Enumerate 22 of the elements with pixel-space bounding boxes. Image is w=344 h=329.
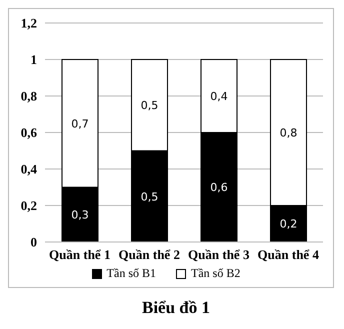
x-tick-label: Quần thể 3 xyxy=(188,247,250,262)
y-tick-label: 0 xyxy=(30,234,37,250)
y-tick-label: 1,2 xyxy=(20,16,37,31)
data-label: 0,5 xyxy=(140,190,158,204)
data-label: 0,3 xyxy=(71,208,89,222)
legend-label: Tần số B2 xyxy=(190,266,240,281)
data-label: 0,7 xyxy=(71,117,89,130)
legend-label: Tần số B1 xyxy=(106,266,156,281)
x-tick-label: Quần thể 4 xyxy=(258,247,320,262)
y-tick-label: 0,4 xyxy=(20,162,38,177)
data-label: 0,2 xyxy=(280,218,298,231)
y-tick-label: 0,2 xyxy=(20,198,37,214)
data-label: 0,5 xyxy=(140,99,158,112)
data-label: 0,4 xyxy=(210,90,228,103)
y-tick-label: 0,8 xyxy=(20,88,38,104)
data-label: 0,8 xyxy=(280,126,298,140)
x-tick-label: Quần thể 2 xyxy=(118,247,180,262)
text: Biểu đồ 1 xyxy=(140,298,212,318)
y-tick-label: 1 xyxy=(30,52,37,68)
y-tick-label: 0,6 xyxy=(20,125,38,140)
x-tick-label: Quần thể 1 xyxy=(49,247,110,262)
data-label: 0,6 xyxy=(210,181,228,194)
